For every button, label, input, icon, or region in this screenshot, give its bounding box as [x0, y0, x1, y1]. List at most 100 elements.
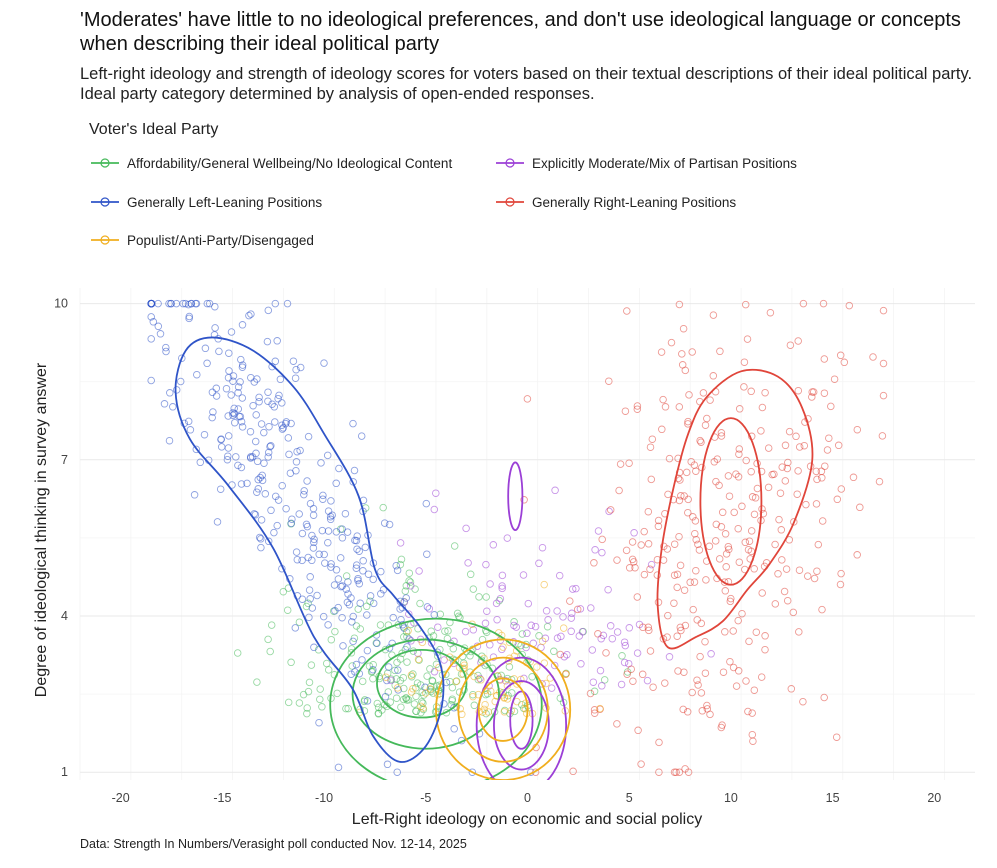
data-point [224, 373, 233, 382]
data-point [426, 685, 434, 693]
data-point [304, 553, 312, 562]
data-point [878, 432, 887, 440]
data-point [748, 709, 756, 717]
data-point [348, 618, 356, 626]
data-point [732, 470, 740, 478]
data-point [712, 520, 721, 529]
data-point [327, 635, 336, 644]
data-point [661, 679, 669, 687]
data-point [621, 641, 630, 650]
data-point [406, 578, 415, 586]
data-point [410, 700, 419, 708]
data-point [608, 634, 617, 643]
data-point [271, 299, 280, 308]
data-point [440, 700, 448, 708]
density-contour [699, 417, 763, 586]
data-point [201, 344, 210, 353]
data-point [676, 561, 685, 570]
data-point [622, 546, 631, 555]
data-point [402, 594, 410, 602]
data-point [658, 425, 666, 434]
data-point [238, 363, 247, 371]
data-point [818, 605, 826, 614]
data-point [261, 490, 270, 498]
data-point [255, 397, 263, 406]
data-point [481, 700, 489, 709]
data-point [683, 708, 692, 716]
data-point [726, 657, 734, 666]
data-point [480, 705, 488, 714]
data-point [606, 506, 615, 514]
data-point [808, 393, 816, 401]
data-point [475, 593, 483, 601]
data-point [613, 628, 622, 636]
data-point [577, 660, 585, 668]
data-point [247, 373, 255, 382]
data-point [462, 524, 470, 533]
data-point [356, 599, 364, 607]
axis-ticks: -20 -15 -10 -5 0 5 10 15 20 1 4 7 10 [54, 297, 941, 805]
data-point [837, 485, 846, 493]
data-point [255, 393, 263, 402]
data-point [234, 461, 242, 470]
data-point [790, 518, 798, 526]
data-point [672, 768, 680, 776]
data-point [689, 513, 697, 521]
data-point [742, 456, 750, 465]
data-point [749, 737, 757, 745]
data-point [292, 365, 300, 374]
data-point [304, 432, 313, 441]
density-contour [457, 656, 549, 763]
data-point [623, 307, 631, 315]
data-point [646, 647, 655, 655]
data-point [291, 624, 300, 632]
data-point [300, 490, 308, 499]
data-point [644, 507, 653, 516]
data-point [724, 472, 733, 480]
data-point [264, 448, 273, 457]
data-point [417, 702, 425, 711]
data-point [682, 468, 691, 477]
data-point [560, 652, 569, 661]
data-point [735, 450, 743, 458]
chart-caption: Data: Strength In Numbers/Verasight poll… [80, 837, 467, 851]
data-point [726, 597, 735, 606]
data-point [160, 400, 169, 408]
data-point [605, 377, 613, 385]
data-point [761, 632, 769, 640]
data-point [722, 563, 730, 571]
data-point [332, 528, 341, 536]
data-point [190, 491, 199, 499]
data-point [324, 538, 332, 547]
data-point [165, 299, 173, 308]
data-point [271, 357, 280, 366]
data-point [270, 528, 278, 537]
data-point [383, 760, 392, 769]
data-point [793, 490, 801, 498]
data-point [324, 527, 333, 535]
data-point [634, 726, 642, 735]
data-point [750, 510, 759, 519]
data-point [396, 605, 404, 613]
data-point [691, 529, 699, 538]
data-point [389, 613, 397, 622]
data-point [323, 451, 332, 460]
data-point [718, 508, 727, 517]
data-point [587, 604, 595, 612]
data-point [664, 490, 672, 499]
data-point [215, 347, 223, 356]
data-point [741, 538, 750, 547]
data-point [757, 427, 765, 435]
data-point [315, 718, 323, 727]
data-point [191, 299, 200, 308]
data-point [192, 445, 201, 454]
data-point [373, 639, 381, 648]
data-point [236, 412, 245, 421]
data-point [466, 652, 474, 660]
data-point [355, 579, 364, 588]
data-point [396, 539, 405, 547]
data-point [302, 520, 311, 529]
data-point [697, 689, 706, 697]
data-point [795, 566, 804, 574]
data-point [693, 616, 701, 624]
